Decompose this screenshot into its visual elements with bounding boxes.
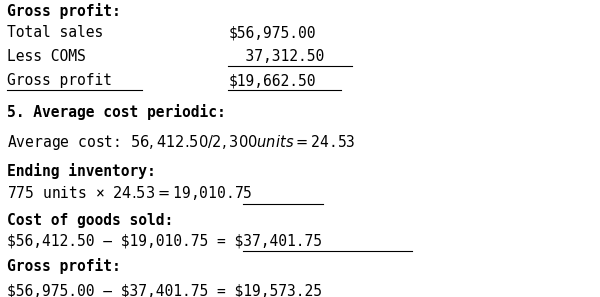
Text: Cost of goods sold:: Cost of goods sold: bbox=[7, 213, 173, 228]
Text: $56,975.00 – $37,401.75 = $19,573.25: $56,975.00 – $37,401.75 = $19,573.25 bbox=[7, 284, 322, 297]
Text: Average cost: $56,412.50/2,300 units = $24.53: Average cost: $56,412.50/2,300 units = $… bbox=[7, 133, 356, 152]
Text: 775 units × $24.53 = $19,010.75: 775 units × $24.53 = $19,010.75 bbox=[7, 184, 253, 202]
Text: $56,412.50 – $19,010.75 = $37,401.75: $56,412.50 – $19,010.75 = $37,401.75 bbox=[7, 234, 322, 249]
Text: Less COMS: Less COMS bbox=[7, 49, 86, 64]
Text: Gross profit:: Gross profit: bbox=[7, 258, 121, 274]
Text: Gross profit: Gross profit bbox=[7, 73, 112, 88]
Text: Total sales: Total sales bbox=[7, 25, 104, 40]
Text: Ending inventory:: Ending inventory: bbox=[7, 163, 156, 179]
Text: 37,312.50: 37,312.50 bbox=[229, 49, 325, 64]
Text: $56,975.00: $56,975.00 bbox=[229, 25, 316, 40]
Text: Gross profit:: Gross profit: bbox=[7, 3, 121, 19]
Text: $19,662.50: $19,662.50 bbox=[229, 73, 316, 88]
Text: 5. Average cost periodic:: 5. Average cost periodic: bbox=[7, 104, 226, 120]
